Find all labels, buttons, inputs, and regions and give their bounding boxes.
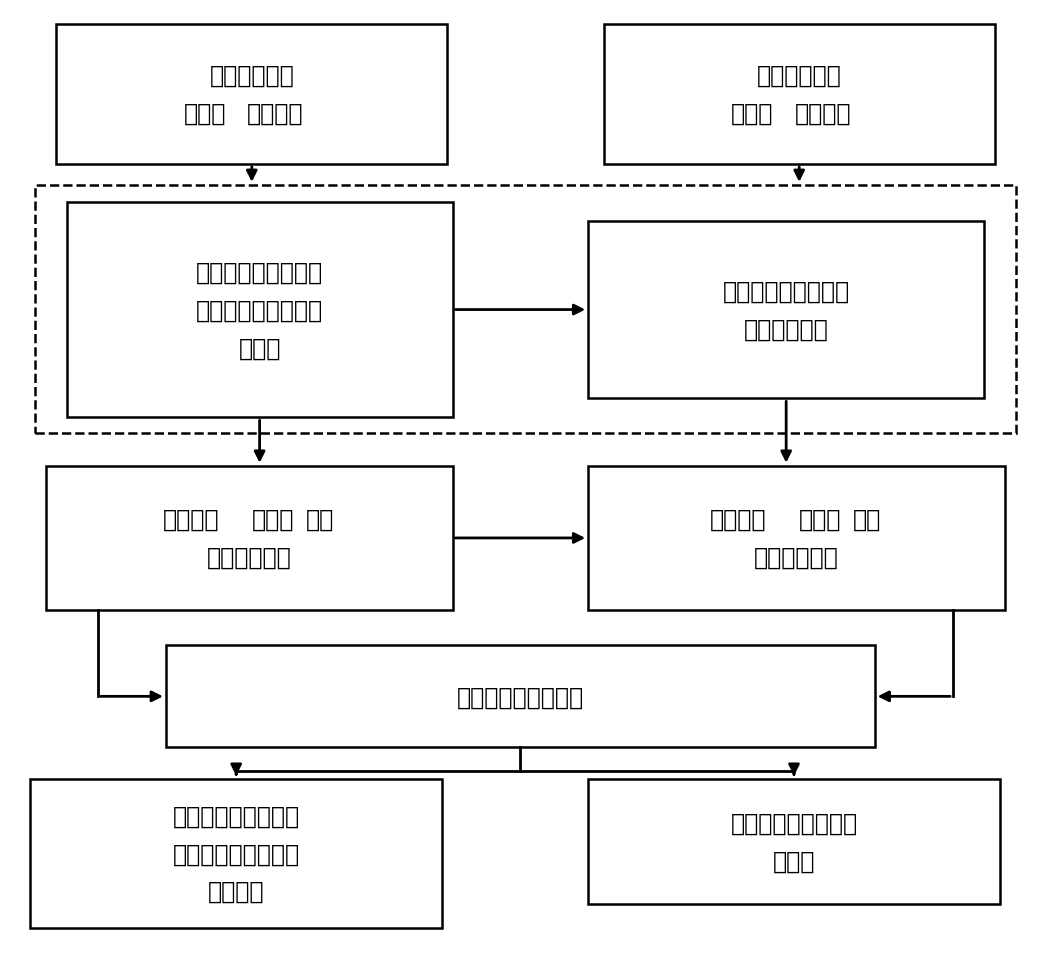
Text: 充电站数量与位置、: 充电站数量与位置、 (172, 803, 300, 827)
Text: 定容优化模型: 定容优化模型 (744, 317, 828, 341)
Text: 规划区域内的: 规划区域内的 (209, 64, 294, 88)
Bar (166, 645, 874, 747)
Bar (36, 186, 1015, 434)
Text: 量与功率: 量与功率 (208, 880, 265, 903)
Text: 建立电动公交车选址: 建立电动公交车选址 (723, 279, 849, 303)
Bar (30, 779, 442, 928)
Bar (57, 25, 448, 165)
Bar (589, 221, 985, 399)
Bar (603, 25, 994, 165)
Text: 置方案: 置方案 (772, 848, 816, 873)
Text: 充电需求: 充电需求 (163, 508, 219, 532)
Text: 站内充电设施配置优: 站内充电设施配置优 (197, 298, 323, 322)
Text: 充电站有序退出方案: 充电站有序退出方案 (457, 684, 584, 709)
Bar (46, 466, 453, 611)
Text: 高峰期: 高峰期 (184, 102, 226, 126)
Text: 电站选址定容: 电站选址定容 (755, 545, 839, 569)
Text: 规划区域内的: 规划区域内的 (757, 64, 842, 88)
Text: 建立电动公交车快充: 建立电动公交车快充 (197, 260, 323, 284)
Text: 电站选址定容: 电站选址定容 (207, 545, 291, 569)
Text: 充电需求: 充电需求 (709, 508, 766, 532)
Bar (589, 466, 1005, 611)
Text: 充电需求: 充电需求 (247, 102, 304, 126)
Text: 平峰期: 平峰期 (799, 508, 841, 532)
Text: 的充: 的充 (306, 508, 333, 532)
Text: 站内充电设施配置数: 站内充电设施配置数 (172, 841, 300, 865)
Bar (66, 203, 453, 418)
Text: 充电站类型与储能配: 充电站类型与储能配 (730, 811, 858, 835)
Text: 充电需求: 充电需求 (795, 102, 851, 126)
Text: 平峰期: 平峰期 (731, 102, 774, 126)
Text: 高峰期: 高峰期 (251, 508, 294, 532)
Bar (589, 779, 1000, 904)
Text: 化模型: 化模型 (239, 336, 281, 360)
Text: 的充: 的充 (852, 508, 881, 532)
